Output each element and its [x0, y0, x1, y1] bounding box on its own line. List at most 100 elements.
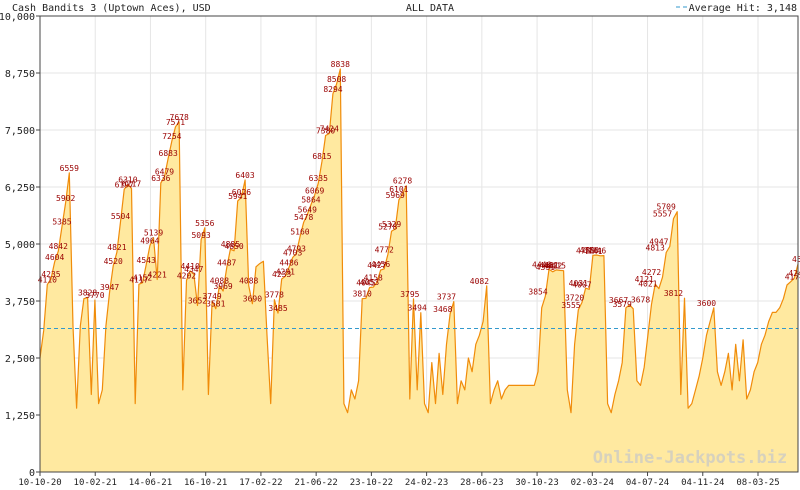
peak-label: 3947 [100, 283, 119, 292]
peak-label: 4964 [140, 237, 159, 246]
series-line [39, 68, 799, 414]
peak-label: 5504 [111, 212, 130, 221]
peak-label: 3810 [353, 289, 372, 298]
peak-label: 4121 [635, 275, 654, 284]
peak-label: 4746 [587, 247, 606, 256]
peak-label: 3737 [437, 293, 456, 302]
peak-label: 4082 [470, 277, 489, 286]
peak-label: 5709 [657, 203, 676, 212]
peak-label: 4446 [532, 260, 551, 269]
peak-label: 5969 [386, 191, 405, 200]
x-tick-label: 08-03-25 [736, 478, 779, 488]
peak-label: 5864 [301, 196, 320, 205]
chart-title: Cash Bandits 3 (Uptown Aces), USD [12, 3, 211, 14]
peak-label: 4703 [283, 249, 302, 258]
peak-label: 6217 [122, 180, 141, 189]
peak-label: 4291 [276, 267, 295, 276]
peak-label: 4415 [547, 262, 566, 271]
peak-label: 4158 [364, 273, 383, 282]
peak-label: 6559 [60, 164, 79, 173]
peak-label: 4053 [360, 278, 379, 287]
peak-label: 3555 [561, 301, 580, 310]
peak-label: 3690 [243, 295, 262, 304]
peak-label: 8508 [327, 75, 346, 84]
peak-label: 4842 [49, 242, 68, 251]
peak-label: 4741 [583, 247, 602, 256]
peak-label: 4272 [642, 268, 661, 277]
peak-label: 4031 [569, 279, 588, 288]
y-tick-label: 5,000 [5, 240, 35, 251]
peak-label: 4604 [45, 253, 64, 262]
peak-label: 5356 [195, 219, 214, 228]
peak-label: 6197 [115, 180, 134, 189]
peak-label: 4487 [217, 258, 236, 267]
peak-label: 5902 [56, 194, 75, 203]
peak-label: 7380 [316, 126, 335, 135]
peak-label: 4885 [221, 240, 240, 249]
peak-label: 4391 [536, 263, 555, 272]
legend: Average Hit: 3,148 [676, 3, 797, 14]
watermark: Online-Jackpots.biz [593, 448, 787, 468]
x-tick-label: 04-11-24 [681, 478, 724, 488]
y-tick-label: 6,250 [5, 183, 35, 194]
peak-label: 6026 [232, 188, 251, 197]
peak-label: 5649 [298, 205, 317, 214]
peak-label: 3854 [528, 287, 547, 296]
peak-label: 6403 [235, 171, 254, 180]
peak-label: 4233 [272, 270, 291, 279]
peak-label: 4486 [279, 258, 298, 267]
peak-label: 5139 [144, 229, 163, 238]
peak-label: 4347 [184, 265, 203, 274]
peak-label: 3795 [400, 290, 419, 299]
peak-label: 6479 [155, 168, 174, 177]
peak-label: 4021 [638, 280, 657, 289]
x-tick-label: 24-02-23 [405, 478, 448, 488]
x-tick-label: 23-10-22 [350, 478, 393, 488]
peak-label: 4152 [133, 274, 152, 283]
peak-label: 5093 [191, 231, 210, 240]
peak-label: 4422 [543, 261, 562, 270]
peak-label: 3812 [664, 289, 683, 298]
peak-label: 4947 [649, 237, 668, 246]
center-label: ALL DATA [406, 3, 454, 14]
peak-label: 3720 [565, 293, 584, 302]
x-tick-label: 16-10-21 [184, 478, 227, 488]
y-axis: 0 1,250 2,500 3,750 5,000 6,250 7,500 8,750 10,0… [0, 12, 40, 479]
peak-label: 5557 [653, 210, 672, 219]
peak-label: 4007 [572, 280, 591, 289]
peak-label: 6815 [312, 152, 331, 161]
peak-label: 4431 [539, 261, 558, 270]
peak-label: 4758 [580, 246, 599, 255]
peak-label: 6310 [118, 175, 137, 184]
peak-label: 3969 [213, 282, 232, 291]
peak-label: 4821 [107, 243, 126, 252]
x-tick-label: 30-10-23 [515, 478, 558, 488]
x-tick-label: 02-03-24 [571, 478, 614, 488]
peak-label: 5941 [228, 192, 247, 201]
peak-label: 4235 [41, 270, 60, 279]
peak-label: 4110 [38, 276, 57, 285]
peak-label: 5329 [382, 220, 401, 229]
peak-label: 8838 [331, 60, 350, 69]
peak-label: 4088 [239, 277, 258, 286]
peak-label: 7571 [166, 118, 185, 127]
peak-label: 4088 [210, 277, 229, 286]
peak-label: 8294 [323, 85, 342, 94]
x-tick-label: 28-06-23 [460, 478, 503, 488]
peak-label: 4753 [576, 246, 595, 255]
peak-label: 3749 [202, 292, 221, 301]
y-tick-label: 10,000 [0, 12, 35, 23]
y-tick-label: 2,500 [5, 354, 35, 365]
x-axis: 10-10-20 10-02-21 14-06-21 16-10-21 17-02-22… [18, 472, 780, 488]
peak-label: 4456 [371, 260, 390, 269]
peak-label: 6335 [309, 174, 328, 183]
peak-label: 5385 [52, 217, 71, 226]
peak-label: 4410 [181, 262, 200, 271]
peak-label: 3581 [206, 300, 225, 309]
peak-label: 3652 [188, 296, 207, 305]
peak-label: 6336 [151, 174, 170, 183]
x-tick-label: 10-10-20 [18, 478, 61, 488]
peak-label: 6883 [159, 149, 178, 158]
peak-label: 4813 [646, 244, 665, 253]
